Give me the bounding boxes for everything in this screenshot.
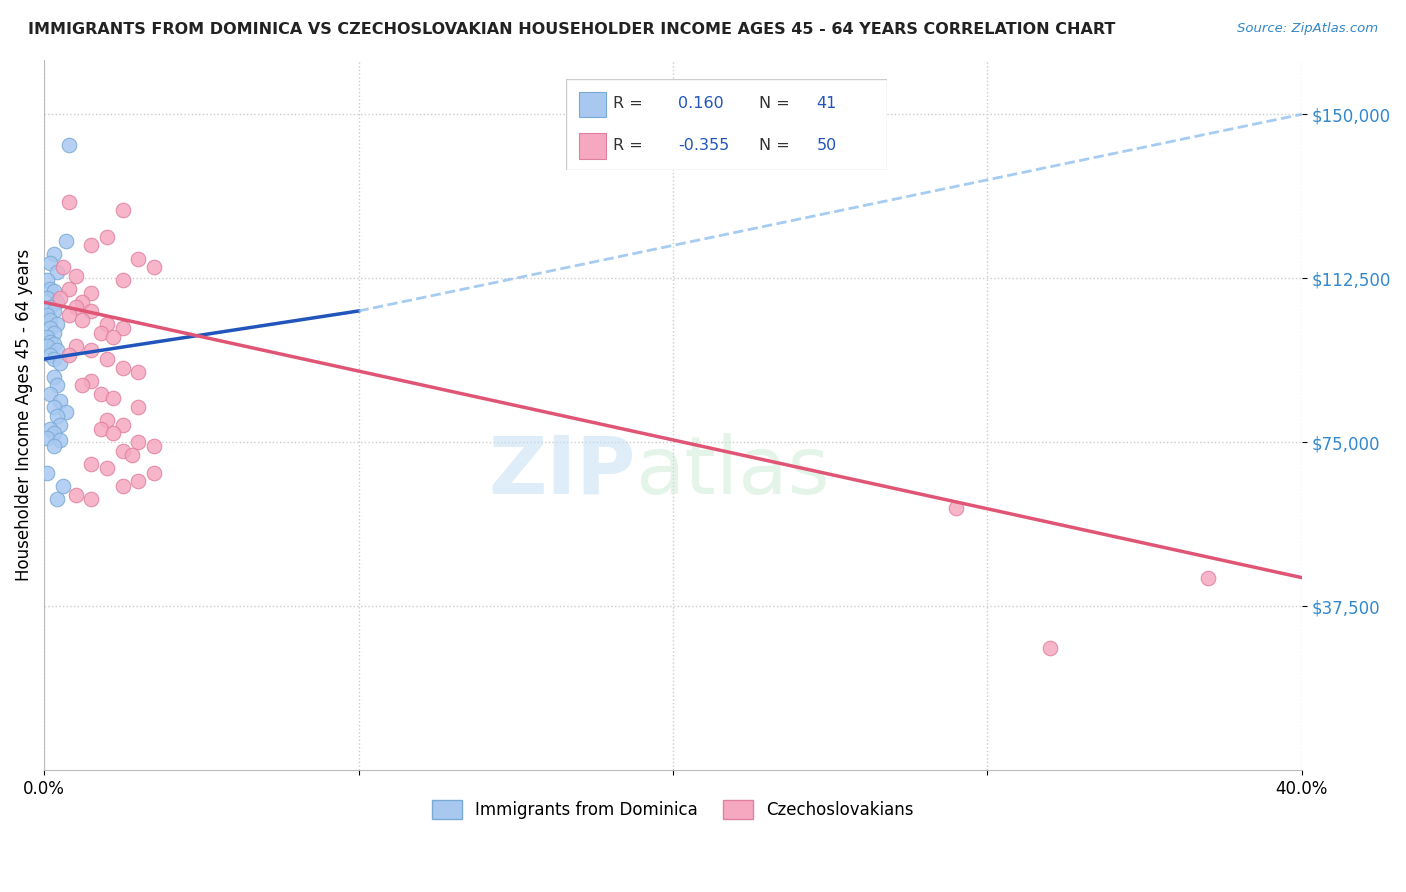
Point — [127, 475, 149, 489]
Point — [49, 356, 72, 370]
Point — [42, 247, 65, 261]
Point — [37, 339, 59, 353]
Point — [42, 440, 65, 454]
Point — [42, 352, 65, 367]
Text: ZIP: ZIP — [488, 433, 636, 510]
Point — [55, 234, 77, 248]
Point — [52, 260, 75, 275]
Point — [45, 295, 67, 310]
Point — [49, 417, 72, 432]
Point — [65, 487, 87, 501]
Point — [127, 400, 149, 414]
Point — [49, 291, 72, 305]
Point — [39, 282, 62, 296]
Point — [127, 365, 149, 379]
Point — [96, 461, 118, 475]
Point — [58, 309, 80, 323]
Point — [39, 422, 62, 436]
Point — [143, 260, 166, 275]
Point — [70, 312, 93, 326]
Point — [103, 426, 125, 441]
Point — [96, 413, 118, 427]
Point — [42, 426, 65, 441]
Point — [45, 343, 67, 358]
Point — [65, 268, 87, 283]
Point — [42, 400, 65, 414]
Point — [80, 304, 103, 318]
Point — [111, 273, 134, 287]
Text: Source: ZipAtlas.com: Source: ZipAtlas.com — [1237, 22, 1378, 36]
Point — [96, 317, 118, 331]
Point — [45, 378, 67, 392]
Point — [39, 348, 62, 362]
Point — [37, 291, 59, 305]
Point — [39, 312, 62, 326]
Point — [90, 326, 112, 340]
Point — [37, 330, 59, 344]
Point — [58, 282, 80, 296]
Point — [143, 466, 166, 480]
Point — [58, 348, 80, 362]
Point — [80, 343, 103, 358]
Point — [143, 440, 166, 454]
Point — [96, 229, 118, 244]
Point — [39, 334, 62, 349]
Point — [80, 238, 103, 252]
Point — [90, 422, 112, 436]
Point — [127, 252, 149, 266]
Point — [90, 387, 112, 401]
Point — [42, 369, 65, 384]
Point — [45, 317, 67, 331]
Point — [42, 326, 65, 340]
Point — [39, 256, 62, 270]
Point — [96, 352, 118, 367]
Point — [111, 443, 134, 458]
Point — [45, 491, 67, 506]
Point — [37, 431, 59, 445]
Point — [80, 491, 103, 506]
Point — [49, 433, 72, 447]
Point — [65, 300, 87, 314]
Point — [42, 285, 65, 299]
Point — [37, 466, 59, 480]
Point — [111, 417, 134, 432]
Point — [121, 448, 143, 462]
Point — [52, 479, 75, 493]
Point — [70, 378, 93, 392]
Point — [58, 137, 80, 152]
Point — [111, 203, 134, 218]
Point — [1197, 571, 1219, 585]
Point — [39, 387, 62, 401]
Point — [111, 321, 134, 335]
Point — [58, 194, 80, 209]
Point — [70, 295, 93, 310]
Point — [127, 435, 149, 450]
Text: atlas: atlas — [636, 433, 830, 510]
Point — [37, 273, 59, 287]
Point — [103, 330, 125, 344]
Point — [45, 265, 67, 279]
Point — [37, 309, 59, 323]
Point — [945, 500, 967, 515]
Point — [111, 479, 134, 493]
Point — [42, 304, 65, 318]
Point — [80, 286, 103, 301]
Point — [49, 393, 72, 408]
Point — [55, 404, 77, 418]
Point — [39, 300, 62, 314]
Text: IMMIGRANTS FROM DOMINICA VS CZECHOSLOVAKIAN HOUSEHOLDER INCOME AGES 45 - 64 YEAR: IMMIGRANTS FROM DOMINICA VS CZECHOSLOVAK… — [28, 22, 1115, 37]
Point — [39, 321, 62, 335]
Point — [65, 339, 87, 353]
Point — [111, 360, 134, 375]
Point — [42, 336, 65, 351]
Point — [80, 374, 103, 388]
Point — [103, 392, 125, 406]
Legend: Immigrants from Dominica, Czechoslovakians: Immigrants from Dominica, Czechoslovakia… — [426, 793, 921, 826]
Y-axis label: Householder Income Ages 45 - 64 years: Householder Income Ages 45 - 64 years — [15, 249, 32, 581]
Point — [80, 457, 103, 471]
Point — [45, 409, 67, 423]
Point — [1039, 640, 1062, 655]
